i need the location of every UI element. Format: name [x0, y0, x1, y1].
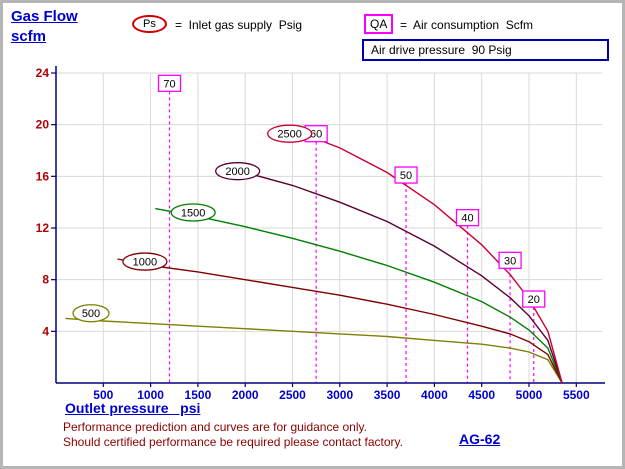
- qa-label-box-30: [498, 251, 522, 269]
- disclaimer-line1: Performance prediction and curves are fo…: [63, 420, 367, 434]
- curve-label-1000: 1000: [133, 257, 157, 269]
- x-tick-label: 4500: [468, 388, 495, 402]
- y-tick-label: 20: [36, 118, 50, 132]
- curve-label-ellipse-1500: [170, 203, 216, 222]
- curve-ps-500: [65, 317, 563, 384]
- ps-symbol-ellipse: Ps: [132, 15, 167, 33]
- x-tick-label: 3000: [326, 388, 353, 402]
- curve-label-500: 500: [82, 308, 100, 320]
- y-axis-title-line1: Gas Flow: [11, 8, 78, 25]
- ps-legend-text: = Inlet gas supply Psig: [175, 18, 303, 32]
- x-tick-label: 2500: [279, 388, 306, 402]
- y-tick-label: 4: [42, 324, 49, 338]
- y-axis-title-line2: scfm: [11, 28, 47, 45]
- model-number: AG-62: [459, 431, 501, 447]
- y-tick-label: 24: [36, 66, 50, 80]
- y-tick-label: 16: [36, 169, 50, 183]
- x-axis-title: Outlet pressure psi: [65, 400, 201, 416]
- curve-label-ellipse-500: [72, 304, 110, 323]
- curve-ps-2000: [221, 167, 563, 384]
- qa-label-box-40: [455, 209, 480, 227]
- x-tick-label: 4000: [421, 388, 448, 402]
- curve-label-1500: 1500: [181, 207, 205, 219]
- qa-legend-text: = Air consumption Scfm: [400, 18, 534, 32]
- qa-label-50: 50: [400, 170, 412, 182]
- curve-ps-1000: [117, 258, 563, 384]
- x-tick-label: 1000: [137, 388, 164, 402]
- qa-label-box-20: [522, 290, 546, 308]
- curve-label-ellipse-1000: [122, 252, 168, 271]
- curve-label-ellipse-2500: [267, 124, 313, 143]
- performance-chart: 500 1000 1500 2000 2500 3000 3500 4000 4500 5000 5…: [36, 66, 605, 402]
- y-tick-label: 8: [42, 273, 49, 287]
- x-tick-label: 2000: [232, 388, 259, 402]
- curve-label-2500: 2500: [277, 129, 301, 141]
- qa-label-box-50: [394, 166, 418, 184]
- curve-ps-1500: [155, 207, 563, 384]
- curve-label-2000: 2000: [225, 166, 249, 178]
- qa-label-20: 20: [528, 294, 540, 306]
- air-drive-pressure-box: Air drive pressure 90 Psig: [362, 39, 609, 61]
- qa-label-30: 30: [504, 255, 516, 267]
- y-tick-label: 12: [36, 221, 50, 235]
- disclaimer-line2: Should certified performance be required…: [63, 435, 403, 449]
- qa-label-60: 60: [310, 129, 322, 141]
- x-tick-label: 3500: [374, 388, 401, 402]
- x-tick-label: 5500: [563, 388, 590, 402]
- x-tick-label: 500: [93, 388, 113, 402]
- qa-label-box-70: [157, 74, 182, 92]
- x-tick-label: 5000: [516, 388, 543, 402]
- qa-label-40: 40: [461, 213, 473, 225]
- qa-symbol-box: QA: [364, 14, 394, 34]
- qa-label-70: 70: [163, 78, 175, 90]
- curve-label-ellipse-2000: [214, 162, 261, 181]
- x-tick-label: 1500: [185, 388, 212, 402]
